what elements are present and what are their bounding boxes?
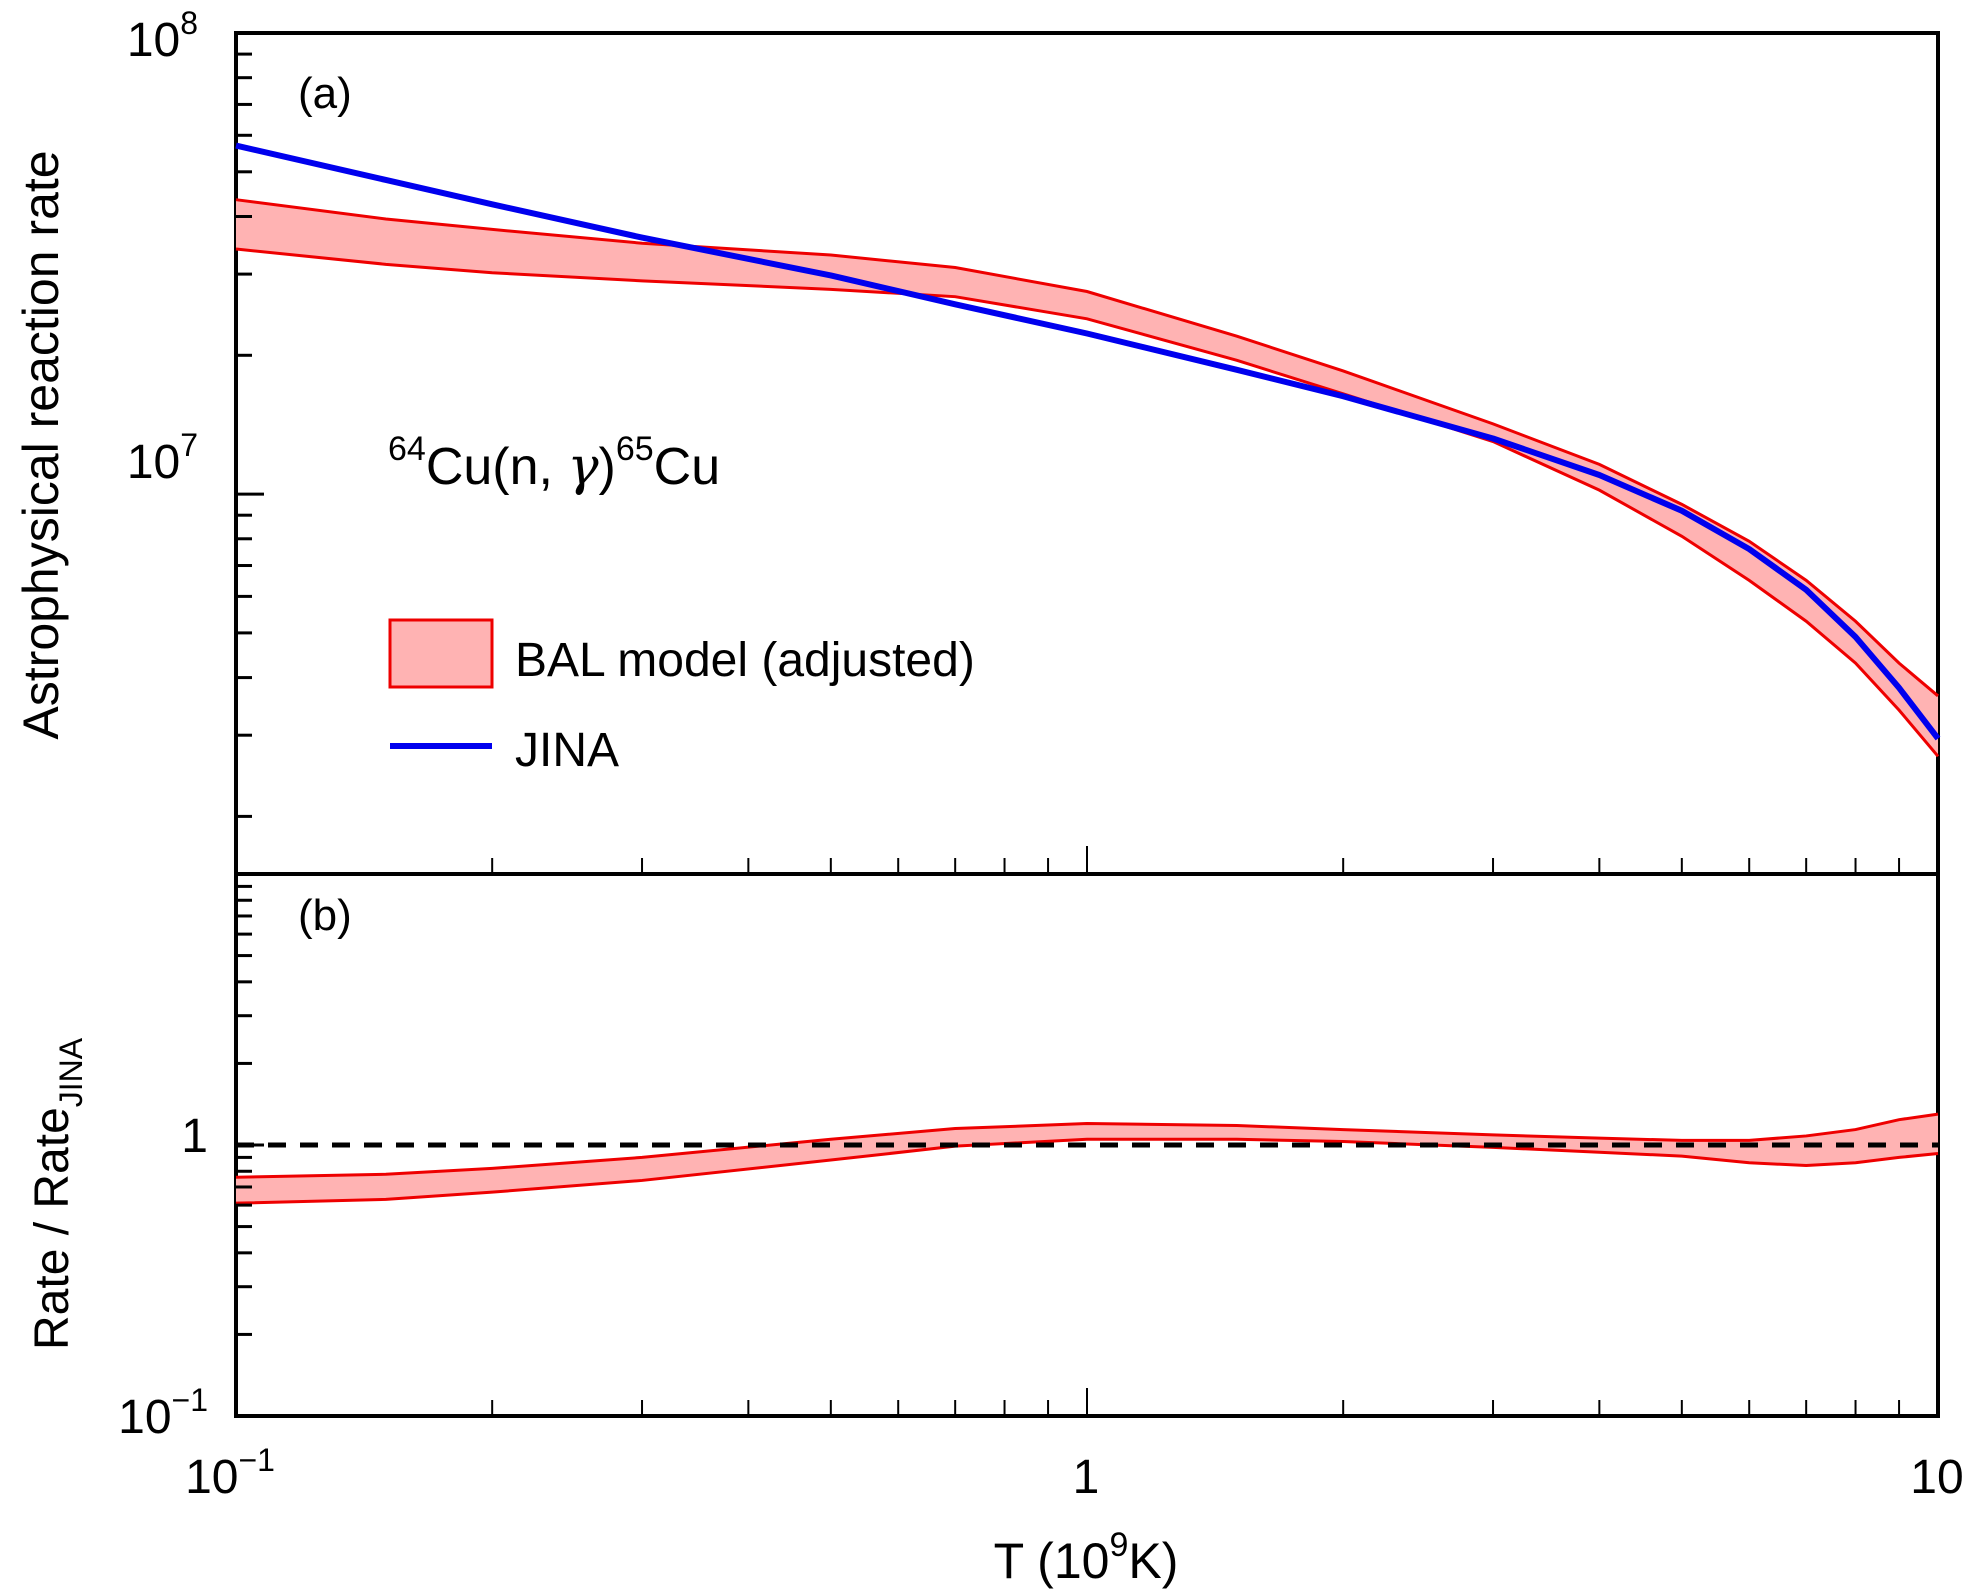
x-axis-label: T (109K) [994,1526,1179,1589]
legend-label-jina: JINA [515,724,619,777]
reaction-annotation-base1: Cu(n, [426,438,568,496]
bal-band-fill [236,199,1938,757]
panel-a-label: (a) [298,69,352,118]
reaction-annotation: 64Cu(n, γ)65Cu [388,430,720,497]
ratio-band-upper [235,1112,1939,1179]
x-tick-label-1: 1 [1073,1451,1100,1504]
y-tick-label-1: 1 [181,1110,208,1163]
y-axis-label-b: Rate / RateJINA [26,1037,89,1350]
y-tick-label-1e7: 107 [127,427,198,489]
x-tick-label-0.1: 10−1 [185,1442,275,1504]
reaction-annotation-gamma: γ [567,437,599,497]
panel-a-ticks [235,31,1901,874]
panel-a-jina-line [235,142,1941,741]
reaction-annotation-sup1: 64 [388,430,426,468]
reaction-annotation-sup2: 65 [616,430,654,468]
y-tick-label-1e8: 108 [127,5,198,67]
panel-b-label: (b) [298,891,352,940]
legend-label-bal: BAL model (adjusted) [515,634,975,687]
panel-b: (b) 1 10−1 Rate / RateJINA [26,872,1940,1444]
panel-b-ratio-band [235,1112,1939,1205]
ratio-band-lower [235,1137,1939,1205]
ratio-band-fill [236,1114,1938,1204]
panel-b-ticks [235,872,1901,1418]
reaction-annotation-close: ) [599,438,616,496]
legend: BAL model (adjusted) JINA [388,618,975,777]
y-tick-label-0.1: 10−1 [118,1382,208,1444]
x-axis: 10−1 1 10 T (109K) [185,1442,1964,1589]
legend-swatch-bal [388,618,494,689]
y-axis-label-a: Astrophysical reaction rate [13,150,69,739]
bal-band-upper [235,198,1939,698]
panel-a: (a) 64Cu(n, γ)65Cu BAL model (adjusted) … [13,5,1941,876]
x-tick-label-10: 10 [1910,1451,1963,1504]
reaction-annotation-base2: Cu [654,438,720,496]
jina-line-path [235,142,1941,741]
